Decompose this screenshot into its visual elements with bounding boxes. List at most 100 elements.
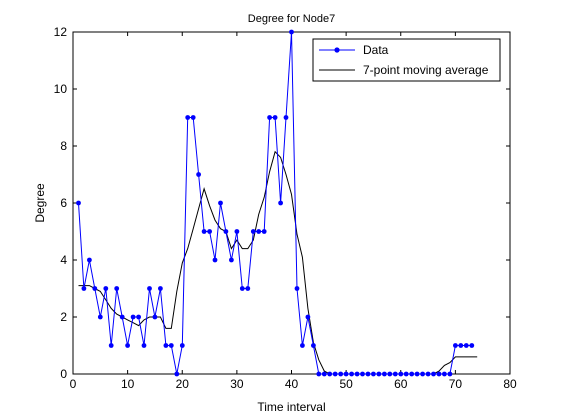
- y-tick-label: 0: [60, 367, 67, 381]
- data-point: [190, 115, 196, 120]
- data-point: [114, 286, 120, 291]
- data-point: [136, 314, 142, 320]
- data-point: [196, 172, 202, 177]
- data-point: [272, 115, 278, 120]
- data-point: [442, 371, 447, 377]
- data-point: [365, 371, 371, 377]
- data-point: [376, 371, 382, 377]
- data-point: [218, 200, 223, 206]
- data-point: [316, 371, 322, 377]
- data-point: [234, 229, 240, 234]
- x-tick-label: 40: [285, 377, 299, 391]
- x-tick-label: 70: [449, 377, 463, 391]
- data-point: [354, 371, 360, 377]
- legend-label-moving-average: 7-point moving average: [363, 63, 489, 77]
- data-point: [212, 257, 218, 263]
- data-point: [174, 371, 180, 377]
- legend-box: [312, 38, 501, 82]
- legend: Data 7-point moving average: [312, 38, 501, 82]
- data-point: [447, 371, 453, 377]
- x-axis-ticks: 0 10 20 30 40 50 60 70 80: [70, 32, 517, 391]
- data-point: [431, 371, 436, 377]
- data-point: [300, 343, 305, 348]
- data-point: [458, 343, 464, 348]
- data-point: [392, 371, 398, 377]
- data-point: [338, 371, 344, 377]
- data-point: [349, 371, 354, 377]
- chart-title: Degree for Node7: [248, 13, 335, 25]
- data-point: [97, 314, 103, 320]
- data-point: [311, 343, 316, 348]
- x-tick-label: 0: [70, 377, 77, 391]
- data-point: [283, 115, 289, 120]
- data-point: [294, 286, 300, 291]
- data-point: [289, 29, 294, 35]
- data-point: [92, 286, 98, 291]
- data-point: [201, 229, 207, 234]
- data-point: [229, 257, 234, 263]
- data-point: [398, 371, 404, 377]
- data-point: [81, 286, 87, 291]
- data-point: [267, 115, 272, 120]
- data-point: [321, 371, 327, 377]
- data-point: [371, 371, 376, 377]
- legend-label-data: Data: [363, 43, 389, 57]
- data-point: [414, 371, 420, 377]
- series-data-points: [76, 29, 475, 377]
- data-point: [425, 371, 431, 377]
- data-point: [261, 229, 267, 234]
- data-point: [305, 314, 311, 320]
- data-point: [185, 115, 191, 120]
- y-tick-label: 12: [54, 25, 68, 39]
- data-point: [245, 286, 251, 291]
- data-point: [343, 371, 349, 377]
- x-tick-label: 10: [121, 377, 135, 391]
- data-point: [453, 343, 458, 348]
- data-point: [256, 229, 262, 234]
- data-point: [409, 371, 415, 377]
- data-point: [327, 371, 333, 377]
- data-point: [147, 286, 152, 291]
- x-tick-label: 20: [176, 377, 190, 391]
- data-point: [223, 229, 229, 234]
- y-tick-label: 2: [60, 310, 67, 324]
- data-point: [382, 371, 387, 377]
- y-tick-label: 4: [60, 253, 67, 267]
- data-point: [119, 314, 125, 320]
- data-point: [125, 343, 130, 348]
- data-point: [239, 286, 245, 291]
- data-point: [207, 229, 213, 234]
- data-point: [141, 343, 147, 348]
- data-point: [332, 371, 338, 377]
- data-point: [168, 343, 174, 348]
- x-tick-label: 50: [339, 377, 353, 391]
- data-point: [360, 371, 365, 377]
- data-point: [387, 371, 393, 377]
- data-point: [103, 286, 109, 291]
- y-tick-label: 8: [60, 139, 67, 153]
- x-tick-label: 60: [394, 377, 408, 391]
- y-tick-label: 10: [54, 82, 68, 96]
- data-point: [469, 343, 475, 348]
- legend-data-marker: [334, 47, 340, 53]
- data-point: [278, 200, 283, 206]
- data-point: [179, 343, 185, 348]
- data-point: [76, 200, 81, 206]
- y-axis-ticks: 0 2 4 6 8 10 12: [54, 25, 510, 381]
- data-point: [250, 229, 256, 234]
- y-tick-label: 6: [60, 196, 67, 210]
- data-point: [420, 371, 425, 377]
- data-point: [163, 343, 169, 348]
- x-axis-label: Time interval: [257, 400, 325, 414]
- data-point: [87, 257, 92, 263]
- data-point: [158, 286, 163, 291]
- x-tick-label: 80: [503, 377, 517, 391]
- data-point: [403, 371, 409, 377]
- x-tick-label: 30: [230, 377, 244, 391]
- data-point: [463, 343, 469, 348]
- data-point: [436, 371, 442, 377]
- data-point: [152, 314, 158, 320]
- plot-area: [72, 31, 511, 375]
- y-axis-label: Degree: [33, 183, 47, 223]
